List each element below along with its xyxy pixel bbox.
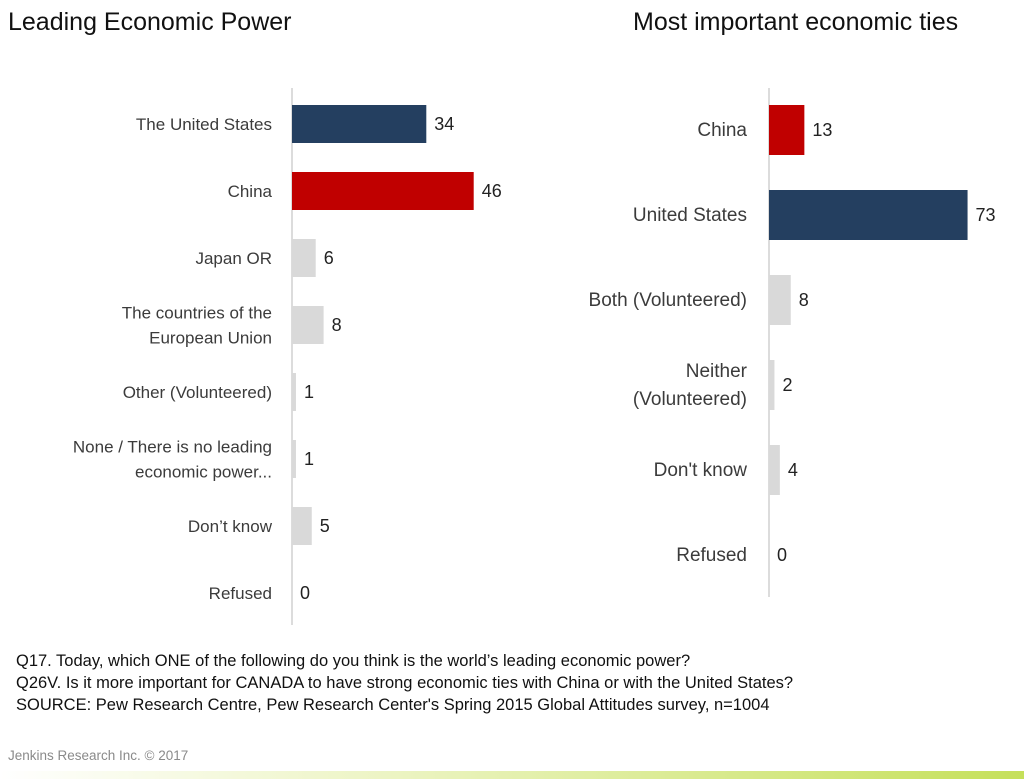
bar-the-countries-of-the-european-union [292,306,324,344]
footer-credit: Jenkins Research Inc. © 2017 [8,748,189,763]
bar-the-united-states [292,105,427,143]
note-q17: Q17. Today, which ONE of the following d… [16,652,691,670]
value-label-other-volunteered: 1 [304,382,314,402]
footer-accent-bar [0,771,1024,779]
category-label-united-states: United States [633,205,747,226]
value-label-japan-or: 6 [324,248,334,268]
value-label-refused: 0 [300,583,310,603]
note-q26v: Q26V. Is it more important for CANADA to… [16,674,794,692]
bar-china [292,172,474,210]
category-label-neither-volunteered: Neither (Volunteered) [633,361,748,410]
value-label-don-t-know: 4 [788,460,798,480]
bar-don-t-know [292,507,312,545]
bar-other-volunteered [292,373,296,411]
chart-title-economic-ties: Most important economic ties [633,8,959,36]
value-label-none-there-is-no-leading-economic-power: 1 [304,449,314,469]
category-label-don-t-know: Don't know [654,460,748,481]
category-label-don-t-know: Don’t know [188,517,273,536]
category-label-japan-or: Japan OR [195,249,272,268]
category-label-other-volunteered: Other (Volunteered) [123,383,272,402]
value-label-the-united-states: 34 [434,114,454,134]
value-label-both-volunteered: 8 [799,290,809,310]
bar-united-states [769,190,968,240]
value-label-don-t-know: 5 [320,516,330,536]
value-label-neither-volunteered: 2 [782,375,792,395]
bar-both-volunteered [769,275,791,325]
bar-japan-or [292,239,316,277]
note-source: SOURCE: Pew Research Centre, Pew Researc… [16,696,770,714]
bar-neither-volunteered [769,360,775,410]
value-label-china: 46 [482,181,502,201]
category-label-none-there-is-no-leading-economic-power: None / There is no leading economic power… [73,438,272,482]
category-label-refused: Refused [676,545,747,566]
category-label-china: China [697,120,747,141]
value-label-refused: 0 [777,545,787,565]
category-label-refused: Refused [209,584,272,603]
category-label-both-volunteered: Both (Volunteered) [589,290,747,311]
bar-china [769,105,805,155]
value-label-china: 13 [812,120,832,140]
value-label-the-countries-of-the-european-union: 8 [332,315,342,335]
survey-notes: Q17. Today, which ONE of the following d… [16,650,793,716]
value-label-united-states: 73 [976,205,996,225]
bar-none-there-is-no-leading-economic-power [292,440,296,478]
category-label-china: China [228,182,273,201]
chart-title-leading-economic-power: Leading Economic Power [8,8,292,36]
bar-don-t-know [769,445,780,495]
category-label-the-countries-of-the-european-union: The countries of the European Union [122,304,272,348]
category-label-the-united-states: The United States [136,115,272,134]
